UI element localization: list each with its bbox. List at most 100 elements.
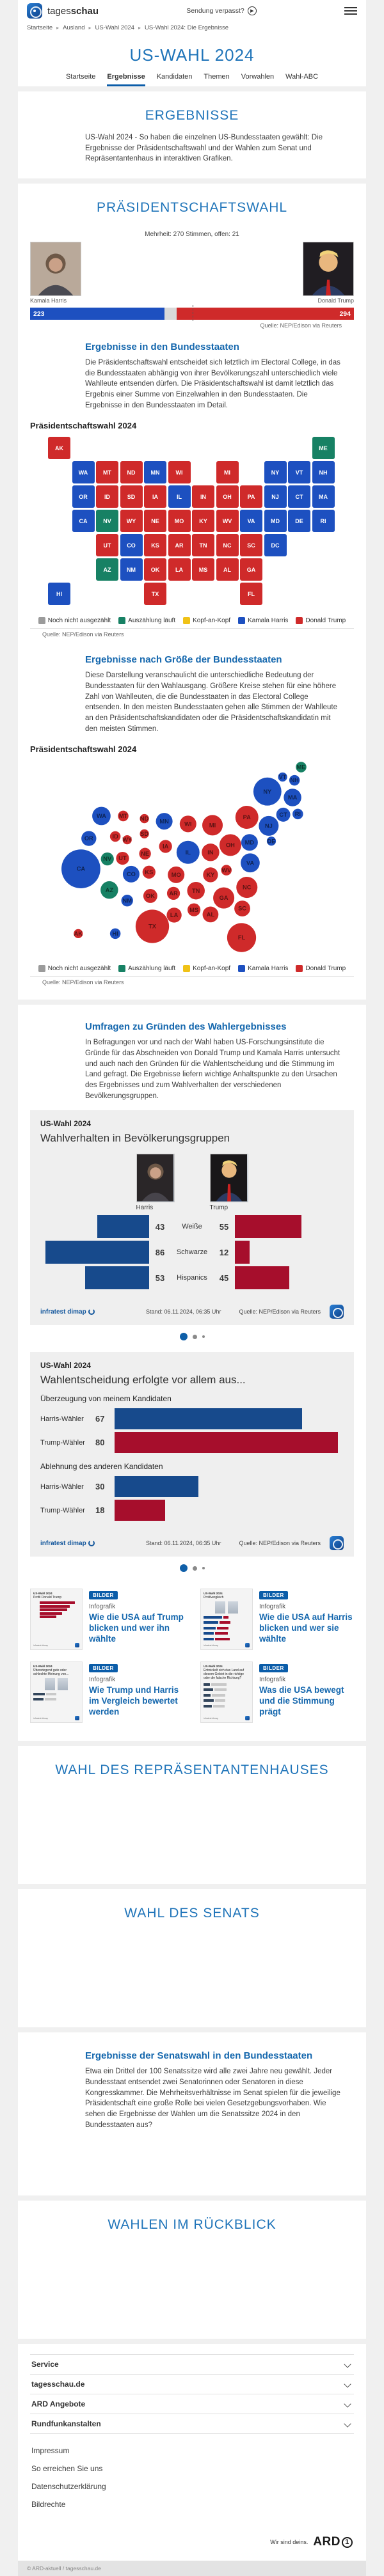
teaser-card[interactable]: US-Wahl 2024 Profilvergleich infratest dim… [200, 1589, 354, 1651]
bubble-MS[interactable]: MS [187, 903, 201, 917]
state-KY[interactable]: KY [192, 510, 214, 533]
bubble-CT[interactable]: CT [276, 808, 291, 822]
state-DC[interactable]: DC [264, 534, 287, 557]
bubble-NV[interactable]: NV [100, 852, 114, 866]
state-NH[interactable]: NH [312, 461, 335, 484]
sendung-verpasst-link[interactable]: Sendung verpasst? ▶ [186, 6, 257, 15]
bubble-VA[interactable]: VA [241, 853, 260, 873]
bubble-AR[interactable]: AR [166, 887, 180, 900]
bar-segment-Kamala Harris[interactable]: 223 [30, 308, 164, 320]
tab-themen[interactable]: Themen [204, 73, 230, 81]
state-MS[interactable]: MS [192, 558, 214, 581]
state-HI[interactable]: HI [48, 583, 70, 606]
teaser-card[interactable]: US-Wahl 2024 Entwickelt sich das Land auf… [200, 1661, 354, 1724]
bubble-SC[interactable]: SC [234, 900, 250, 917]
state-AL[interactable]: AL [216, 558, 239, 581]
bubble-OK[interactable]: OK [143, 889, 157, 904]
state-DE[interactable]: DE [288, 510, 310, 533]
state-IA[interactable]: IA [144, 485, 166, 508]
teaser-headline[interactable]: Wie die USA auf Harris blicken und wer s… [259, 1612, 353, 1644]
state-MT[interactable]: MT [96, 461, 118, 484]
tab-wahl-abc[interactable]: Wahl-ABC [285, 73, 319, 81]
footer-accordion-service[interactable]: Service [30, 2354, 354, 2375]
tab-kandidaten[interactable]: Kandidaten [156, 73, 193, 81]
bar-segment-Donald Trump[interactable]: 294 [177, 308, 354, 320]
bubble-NJ[interactable]: NJ [259, 816, 279, 836]
carousel-dots[interactable] [18, 1557, 366, 1575]
state-SC[interactable]: SC [240, 534, 262, 557]
bubble-TN[interactable]: TN [187, 882, 205, 900]
bubble-AK[interactable]: AK [74, 929, 83, 939]
breadcrumb-item[interactable]: Startseite [27, 24, 53, 31]
teaser-headline[interactable]: Was die USA bewegt und die Stimmung präg… [259, 1685, 344, 1717]
bubble-MT[interactable]: MT [118, 811, 129, 822]
bubble-TX[interactable]: TX [135, 909, 170, 944]
state-AR[interactable]: AR [168, 534, 191, 557]
state-MN[interactable]: MN [144, 461, 166, 484]
bubble-CA[interactable]: CA [61, 849, 100, 889]
bubble-OH[interactable]: OH [219, 834, 241, 856]
state-WA[interactable]: WA [72, 461, 95, 484]
bubble-ME[interactable]: ME [296, 762, 307, 773]
state-ND[interactable]: ND [120, 461, 143, 484]
bubble-LA[interactable]: LA [166, 907, 182, 923]
state-MD[interactable]: MD [264, 510, 287, 533]
state-PA[interactable]: PA [240, 485, 262, 508]
bubble-IA[interactable]: IA [159, 840, 172, 853]
state-RI[interactable]: RI [312, 510, 335, 533]
bubble-WV[interactable]: WV [221, 865, 232, 876]
state-MA[interactable]: MA [312, 485, 335, 508]
bubble-KY[interactable]: KY [203, 867, 218, 883]
tab-startseite[interactable]: Startseite [65, 73, 96, 81]
footer-link[interactable]: Impressum [31, 2446, 70, 2456]
bubble-MN[interactable]: MN [156, 813, 173, 830]
footer-accordion-rundfunkanstalten[interactable]: Rundfunkanstalten [30, 2414, 354, 2435]
menu-icon[interactable] [344, 7, 357, 15]
state-MO[interactable]: MO [168, 510, 191, 533]
footer-accordion-ardangebote[interactable]: ARD Angebote [30, 2394, 354, 2415]
bubble-NM[interactable]: NM [121, 895, 133, 907]
state-NM[interactable]: NM [120, 558, 143, 581]
breadcrumb-item[interactable]: US-Wahl 2024 [95, 24, 134, 31]
state-NY[interactable]: NY [264, 461, 287, 484]
bubble-KS[interactable]: KS [142, 866, 156, 879]
bubble-MD[interactable]: MD [241, 834, 258, 851]
footer-link[interactable]: Bildrechte [31, 2500, 66, 2509]
breadcrumb-item[interactable]: US-Wahl 2024: Die Ergebnisse [144, 24, 229, 31]
state-SD[interactable]: SD [120, 485, 143, 508]
bubble-GA[interactable]: GA [213, 887, 235, 909]
bubble-DE[interactable]: DE [266, 836, 276, 846]
bubble-AL[interactable]: AL [202, 906, 219, 923]
bubble-RI[interactable]: RI [292, 808, 303, 820]
bubble-IN[interactable]: IN [202, 844, 220, 861]
bubble-WY[interactable]: WY [122, 835, 132, 845]
bubble-FL[interactable]: FL [227, 923, 257, 953]
state-MI[interactable]: MI [216, 461, 239, 484]
state-UT[interactable]: UT [96, 534, 118, 557]
state-GA[interactable]: GA [240, 558, 262, 581]
state-WY[interactable]: WY [120, 510, 143, 533]
bubble-UT[interactable]: UT [116, 852, 129, 865]
tab-vorwahlen[interactable]: Vorwahlen [241, 73, 275, 81]
state-OR[interactable]: OR [72, 485, 95, 508]
brand-wordmark[interactable]: tagesschau [47, 5, 99, 17]
state-CA[interactable]: CA [72, 510, 95, 533]
state-TX[interactable]: TX [144, 583, 166, 606]
state-ID[interactable]: ID [96, 485, 118, 508]
carousel-dots[interactable] [18, 1325, 366, 1343]
bubble-NY[interactable]: NY [253, 778, 282, 806]
bubble-NH[interactable]: NH [289, 775, 300, 786]
state-AZ[interactable]: AZ [96, 558, 118, 581]
bubble-IL[interactable]: IL [176, 841, 200, 865]
bubble-ID[interactable]: ID [109, 831, 121, 842]
bubble-ND[interactable]: ND [140, 814, 149, 824]
bubble-WI[interactable]: WI [179, 815, 196, 833]
state-IN[interactable]: IN [192, 485, 214, 508]
state-NJ[interactable]: NJ [264, 485, 287, 508]
state-IL[interactable]: IL [168, 485, 191, 508]
teaser-headline[interactable]: Wie die USA auf Trump blicken und wer ih… [89, 1612, 184, 1644]
electoral-college-bar[interactable]: 223 294 [30, 305, 354, 322]
bubble-NE[interactable]: NE [139, 848, 151, 860]
state-KS[interactable]: KS [144, 534, 166, 557]
